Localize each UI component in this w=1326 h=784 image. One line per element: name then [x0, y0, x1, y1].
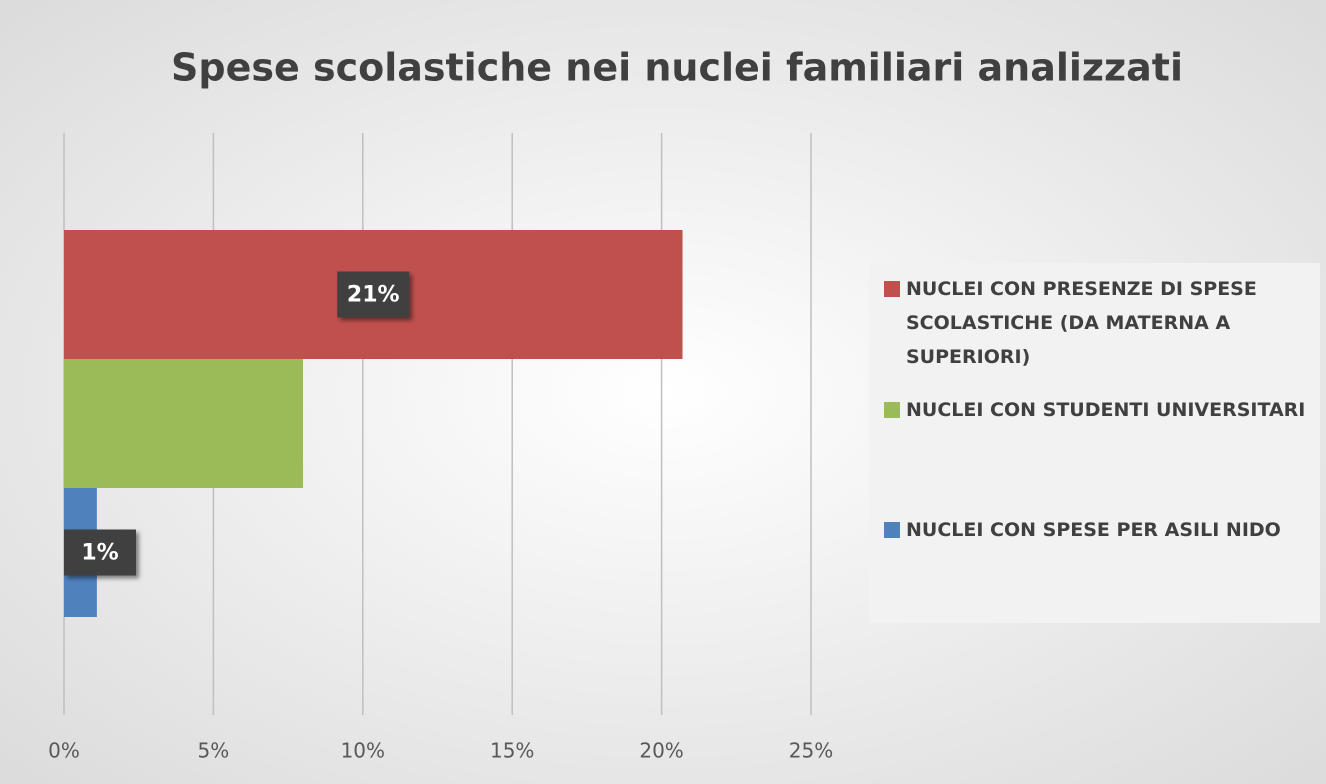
legend-box [869, 263, 1320, 623]
x-tick-label: 5% [198, 739, 230, 763]
legend-swatch [884, 522, 900, 538]
data-label-text: 21% [347, 283, 400, 308]
legend-label: NUCLEI CON SPESE PER ASILI NIDO [906, 519, 1281, 541]
legend-swatch [884, 281, 900, 297]
data-label-text: 1% [81, 541, 118, 566]
data-label-box [64, 529, 136, 576]
x-tick-label: 0% [48, 739, 80, 763]
bar [64, 359, 304, 488]
data-label: 21% [337, 271, 410, 318]
legend-item: NUCLEI CON PRESENZE DI SPESE SCOLASTICHE… [906, 278, 1257, 368]
x-tick-label: 20% [639, 739, 683, 763]
chart-title: Spese scolastiche nei nuclei familiari a… [171, 46, 1183, 90]
x-tick-label: 15% [490, 739, 534, 763]
legend-item: NUCLEI CON SPESE PER ASILI NIDO [906, 519, 1281, 541]
legend-swatch [884, 402, 900, 418]
legend-label: NUCLEI CON STUDENTI UNIVERSITARI [906, 399, 1306, 421]
legend-item: NUCLEI CON STUDENTI UNIVERSITARI [906, 399, 1306, 421]
x-tick-label: 25% [789, 739, 833, 763]
legend-label: NUCLEI CON PRESENZE DI SPESE SCOLASTICHE… [906, 278, 1257, 368]
data-label: 1% [64, 529, 136, 576]
data-label-box [337, 271, 410, 318]
x-tick-label: 10% [341, 739, 385, 763]
